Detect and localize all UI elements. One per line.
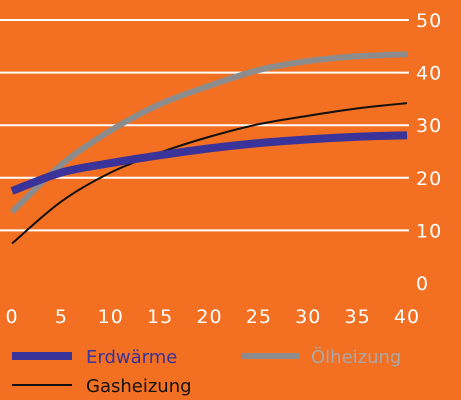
legend-label: Ölheizung [311, 346, 401, 368]
legend-label: Gasheizung [86, 376, 192, 397]
y-tick-label: 50 [416, 10, 442, 32]
x-tick-label: 10 [98, 306, 124, 328]
y-tick-label: 30 [416, 115, 442, 137]
x-tick-label: 5 [55, 306, 68, 328]
x-tick-label: 30 [295, 306, 321, 328]
y-tick-label: 10 [416, 220, 442, 242]
series-lines [9, 51, 408, 245]
x-tick-label: 0 [5, 306, 18, 328]
x-tick-label: 35 [345, 306, 371, 328]
x-tick-label: 25 [246, 306, 272, 328]
series-line-erdw-rme [10, 131, 408, 195]
x-tick-label: 15 [147, 306, 173, 328]
x-axis-ticks: 0 5 10 15 20 25 30 35 40 [5, 306, 420, 328]
series-line-gasheizung [11, 102, 408, 245]
legend-label: Erdwärme [86, 347, 177, 368]
series-line--lheizung [9, 51, 408, 215]
x-tick-label: 40 [394, 306, 420, 328]
y-tick-label: 20 [416, 168, 442, 190]
y-tick-label: 0 [416, 273, 429, 295]
legend: Erdwärme Ölheizung Gasheizung [12, 346, 401, 397]
x-tick-label: 20 [196, 306, 222, 328]
gridlines [0, 19, 409, 232]
y-tick-label: 40 [416, 63, 442, 85]
y-axis-ticks: 0 10 20 30 40 50 [416, 10, 442, 295]
